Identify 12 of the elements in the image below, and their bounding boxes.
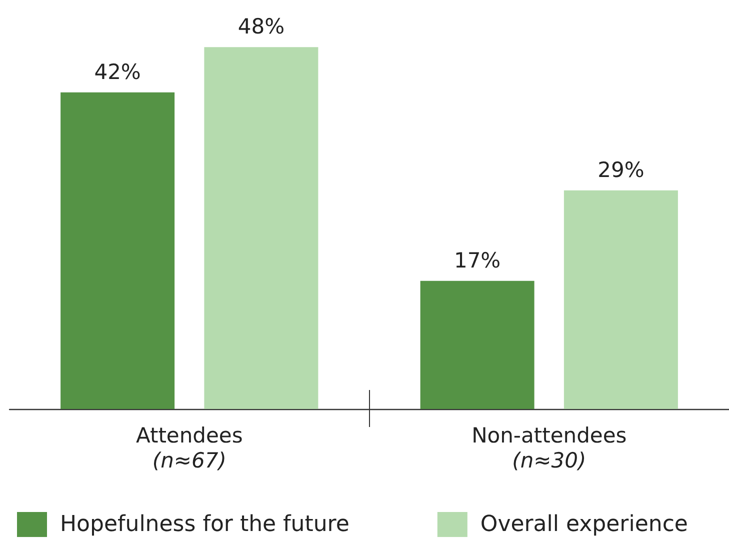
legend-label: Overall experience <box>480 512 688 537</box>
data-label: 17% <box>454 248 501 272</box>
bar <box>204 47 318 409</box>
data-label: 42% <box>94 60 141 84</box>
x-tick-label: Attendees (n≈67) <box>136 424 243 472</box>
data-label: 29% <box>598 158 644 182</box>
bar <box>420 280 534 409</box>
x-tick-label: Non-attendees (n≈30) <box>472 424 627 472</box>
bar <box>564 190 678 409</box>
bar <box>60 92 175 409</box>
data-label: 48% <box>238 14 285 39</box>
legend-label: Hopefulness for the future <box>60 512 350 537</box>
